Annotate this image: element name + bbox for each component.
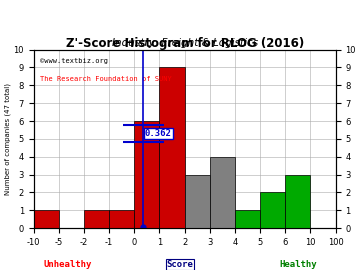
Bar: [260, 193, 285, 228]
Text: 0.362: 0.362: [145, 129, 172, 138]
Bar: [210, 157, 235, 228]
Text: Industry: Freight & Logistics: Industry: Freight & Logistics: [112, 38, 258, 48]
Bar: [109, 210, 134, 228]
Text: The Research Foundation of SUNY: The Research Foundation of SUNY: [40, 76, 171, 82]
Text: Healthy: Healthy: [279, 260, 317, 269]
Bar: [34, 210, 59, 228]
Text: Unhealthy: Unhealthy: [43, 260, 91, 269]
Title: Z'-Score Histogram for RLOG (2016): Z'-Score Histogram for RLOG (2016): [66, 36, 304, 50]
Bar: [185, 175, 210, 228]
Text: Score: Score: [167, 260, 193, 269]
Bar: [159, 68, 185, 228]
Bar: [134, 121, 159, 228]
Bar: [285, 175, 310, 228]
Y-axis label: Number of companies (47 total): Number of companies (47 total): [4, 83, 11, 195]
Bar: [235, 210, 260, 228]
Bar: [84, 210, 109, 228]
Text: ©www.textbiz.org: ©www.textbiz.org: [40, 59, 108, 65]
